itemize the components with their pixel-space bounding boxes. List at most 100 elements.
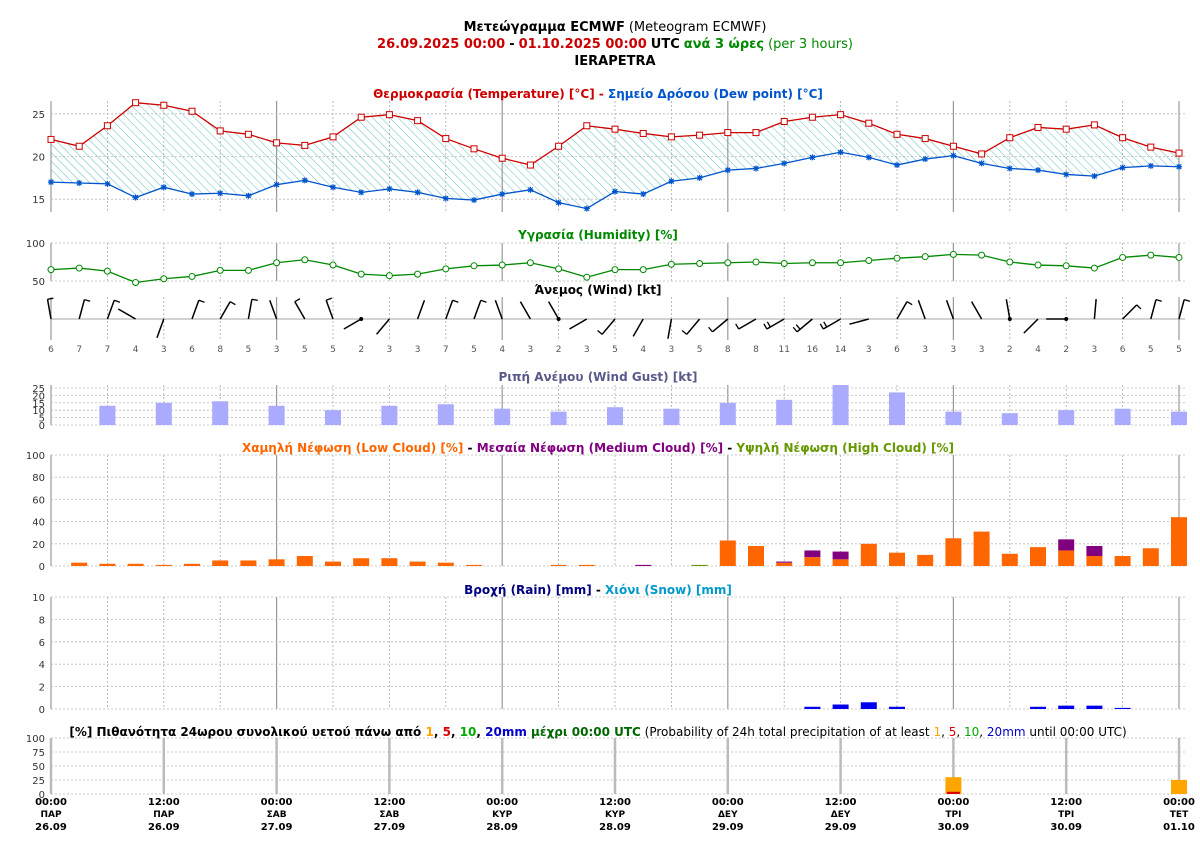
panel-title-part: 10 xyxy=(964,725,979,739)
x-tick-time: 00:00 xyxy=(1163,797,1195,808)
dew-point-point xyxy=(132,194,139,201)
x-tick-time: 12:00 xyxy=(148,797,180,808)
wind-gust-bar xyxy=(550,411,567,425)
wind-barb xyxy=(1023,318,1039,334)
low-cloud-bar xyxy=(212,560,229,566)
x-tick-day: ΔΕΥ xyxy=(831,810,851,820)
humidity-point xyxy=(47,266,55,274)
wind-barb xyxy=(156,318,165,339)
panel-title-part: 1 xyxy=(933,725,941,739)
dew-point-point xyxy=(894,162,900,169)
temperature-point xyxy=(1034,123,1042,131)
panel-title: Υγρασία (Humidity) [%] xyxy=(517,228,678,242)
y-tick-label: 15 xyxy=(32,399,45,410)
temperature-point xyxy=(808,113,816,121)
y-tick-label: 20 xyxy=(32,540,45,551)
y-tick-label: 100 xyxy=(26,734,45,745)
wind-gust-bar xyxy=(437,404,454,425)
precipitation-panel: 0 2 4 6 8 10 Βροχή (Rain) [mm] - Χιόνι (Snow) … xyxy=(32,583,1185,716)
wind-barb-flag xyxy=(480,299,487,303)
wind-barb xyxy=(822,318,841,330)
y-tick-label: 50 xyxy=(32,277,45,288)
wind-barb xyxy=(547,301,560,320)
y-tick-label: 15 xyxy=(32,195,45,206)
dew-point-point xyxy=(612,188,618,195)
y-tick-label: 10 xyxy=(32,593,45,604)
dew-point-point xyxy=(76,179,83,186)
low-cloud-bar xyxy=(296,556,313,566)
panel-title-part: , xyxy=(434,725,443,739)
y-tick-label: 8 xyxy=(39,615,45,626)
temperature-point xyxy=(1006,134,1014,142)
x-tick-day: ΤΡΙ xyxy=(945,810,961,820)
wind-barb xyxy=(46,299,52,320)
wind-barb xyxy=(343,318,362,330)
wind-speed-label: 4 xyxy=(640,345,646,355)
dew-point-point xyxy=(922,156,929,163)
wind-barb-flag xyxy=(251,298,258,301)
dew-point-point xyxy=(330,184,336,191)
range-start: 26.09.2025 00:00 xyxy=(377,37,505,52)
wind-gust-bar xyxy=(325,410,341,425)
low-cloud-bar xyxy=(973,531,990,566)
rain-bar xyxy=(1086,705,1103,709)
low-cloud-bar xyxy=(719,540,736,566)
wind-barb xyxy=(970,301,983,320)
x-tick-time: 12:00 xyxy=(825,797,857,808)
wind-speed-label: 14 xyxy=(835,345,847,355)
wind-speed-label: 5 xyxy=(1176,345,1182,355)
humidity-point xyxy=(301,256,309,264)
wind-barb-flag xyxy=(1155,299,1162,302)
wind-speed-label: 3 xyxy=(979,345,985,355)
wind-gust-bar xyxy=(607,407,623,425)
panel-title-part: (Probability of 24h total precipitation … xyxy=(641,725,934,739)
low-cloud-bar xyxy=(127,563,144,566)
dew-point-point xyxy=(668,178,675,185)
dew-point-point xyxy=(104,180,111,187)
dew-point-point xyxy=(1091,173,1098,180)
panel-title-part: 1 xyxy=(425,725,433,739)
wind-barb xyxy=(1122,304,1138,320)
low-cloud-bar xyxy=(1058,550,1075,566)
wind-gust-bar xyxy=(268,405,285,425)
temperature-point xyxy=(414,117,422,125)
humidity-point xyxy=(724,259,732,267)
wind-gust-bar xyxy=(832,385,849,425)
temperature-point xyxy=(752,129,760,137)
temperature-point xyxy=(696,131,704,139)
medium-cloud-bar xyxy=(1086,546,1103,557)
wind-barb-flag xyxy=(792,326,798,333)
x-tick-date: 28.09 xyxy=(486,822,518,833)
dew-point-point xyxy=(1176,163,1182,170)
wind-barb xyxy=(1005,299,1011,320)
x-tick-day: ΚΥΡ xyxy=(492,810,512,820)
wind-barb xyxy=(601,318,616,335)
wind-speed-label: 4 xyxy=(133,345,139,355)
humidity-point xyxy=(837,259,845,267)
wind-barb-flag xyxy=(294,298,301,303)
y-tick-label: 50 xyxy=(32,762,45,773)
panel-title-part: 20mm xyxy=(987,725,1026,739)
wind-gust-bar xyxy=(155,402,172,425)
wind-gust-bar xyxy=(1001,413,1018,425)
y-tick-label: 25 xyxy=(32,776,45,787)
wind-speed-label: 6 xyxy=(1120,345,1126,355)
wind-barb-flag xyxy=(47,297,54,300)
low-cloud-bar xyxy=(1001,553,1018,566)
dew-point-point xyxy=(809,154,816,161)
x-tick-time: 00:00 xyxy=(486,797,518,808)
x-tick-date: 28.09 xyxy=(599,822,631,833)
wind-speed-label: 2 xyxy=(1007,345,1013,355)
temperature-point xyxy=(611,125,619,133)
y-tick-label: 80 xyxy=(32,473,45,484)
humidity-point xyxy=(470,262,478,270)
wind-barb xyxy=(796,318,813,333)
dew-point-point xyxy=(583,205,590,212)
medium-cloud-bar xyxy=(804,550,821,558)
wind-speed-label: 5 xyxy=(302,345,308,355)
x-tick-date: 27.09 xyxy=(261,822,293,833)
temperature-point xyxy=(780,117,788,125)
rain-bar xyxy=(1058,705,1075,709)
panel-title-part: , xyxy=(451,725,460,739)
wind-speed-label: 5 xyxy=(1148,345,1154,355)
